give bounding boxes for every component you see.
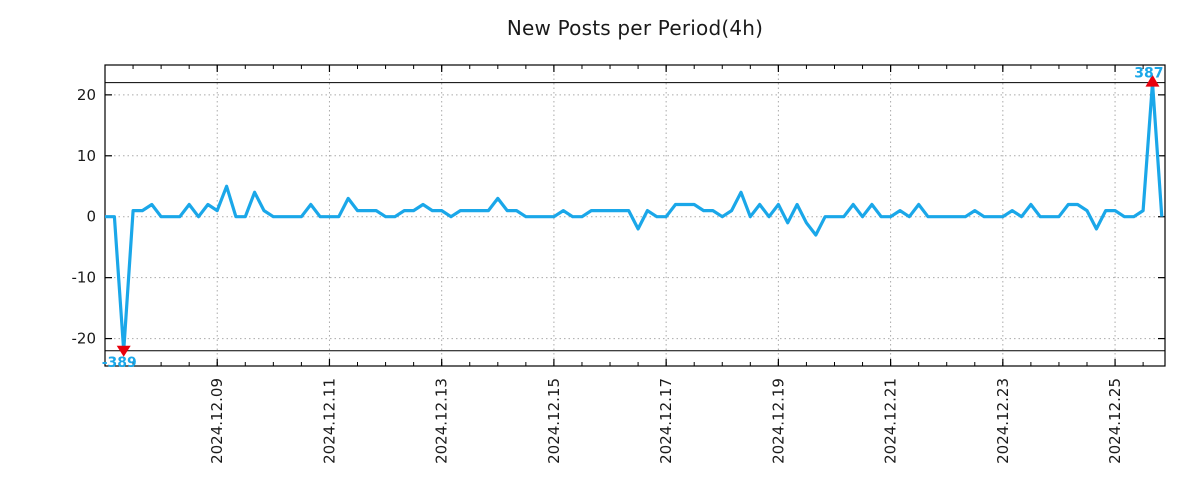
data-line xyxy=(105,81,1164,353)
y-tick-label: 10 xyxy=(77,147,96,165)
clip-marker-down xyxy=(116,345,131,357)
annotation-label: -389 xyxy=(102,355,137,371)
clip-marker-up xyxy=(1145,74,1160,87)
y-tick-label: 20 xyxy=(77,86,96,104)
annotation-label: 387 xyxy=(1134,66,1163,82)
y-tick-label: 0 xyxy=(86,208,96,226)
x-tick-label: 2024.12.13 xyxy=(433,378,451,464)
x-tick-label: 2024.12.25 xyxy=(1106,378,1124,464)
chart-title: New Posts per Period(4h) xyxy=(506,16,764,40)
x-tick-label: 2024.12.21 xyxy=(882,378,900,464)
y-tick-label: -20 xyxy=(72,330,97,348)
x-tick-label: 2024.12.19 xyxy=(769,378,787,464)
x-tick-label: 2024.12.17 xyxy=(657,378,675,464)
x-tick-label: 2024.12.09 xyxy=(208,378,226,464)
x-tick-label: 2024.12.23 xyxy=(994,378,1012,464)
y-tick-label: -10 xyxy=(72,269,97,287)
x-tick-label: 2024.12.15 xyxy=(545,378,563,464)
x-tick-label: 2024.12.11 xyxy=(320,378,338,464)
